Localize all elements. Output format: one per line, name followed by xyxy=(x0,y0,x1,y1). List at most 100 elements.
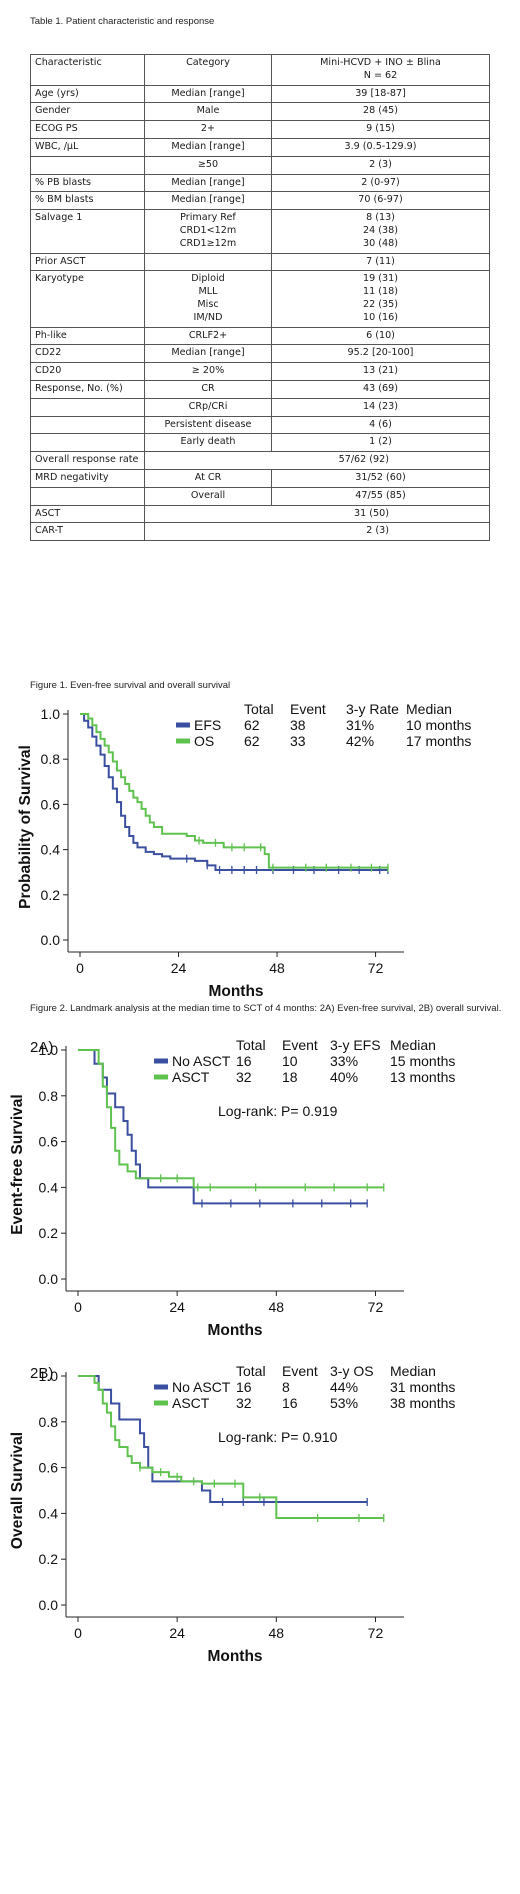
series-line-no-asct xyxy=(78,1049,368,1205)
y-tick-label: 0.2 xyxy=(39,1551,59,1567)
row-characteristic: Overall response rate xyxy=(30,451,145,470)
row-category-line: MLL xyxy=(198,286,218,298)
row-category-line: At CR xyxy=(194,471,222,483)
row-characteristic: WBC, /µL xyxy=(30,137,145,157)
row-category-line: CRp/CRi xyxy=(188,400,228,412)
row-value: 47/55 (85) xyxy=(271,486,490,506)
table-row: % PB blasts Median [range] 2 (0-97) xyxy=(30,173,490,193)
legend-cell: 8 xyxy=(282,1379,290,1395)
row-category: ≥50 xyxy=(144,155,272,175)
legend-cell: EFS xyxy=(194,717,221,733)
series-line-no-asct xyxy=(78,1375,368,1503)
row-value-line: 1 (2) xyxy=(369,436,392,448)
row-value-line: 7 (11) xyxy=(366,255,395,267)
legend-cell: 38 months xyxy=(390,1395,455,1411)
row-category: Male xyxy=(144,102,272,122)
legend-column-header: 3-y Rate xyxy=(346,701,399,717)
panel-label: 2B) xyxy=(30,1365,53,1382)
legend-cell: No ASCT xyxy=(172,1379,231,1395)
row-value-line: 30 (48) xyxy=(363,237,398,249)
legend-column-header: Median xyxy=(406,701,452,717)
x-tick-label: 72 xyxy=(368,1625,384,1641)
row-category: Median [range] xyxy=(144,137,272,157)
row-value: 31 (50) xyxy=(144,504,490,524)
x-tick-label: 72 xyxy=(368,1299,384,1315)
series-line-asct xyxy=(78,1375,384,1519)
table-row: WBC, /µL Median [range] 3.9 (0.5-129.9) xyxy=(30,137,490,157)
figure-2b-overall-survival-chart: 2B) 0.0 0.2 0.4 0.6 0.8 1.0 0 24 48 72 Months Overal… xyxy=(9,1363,455,1665)
row-value-line: 3.9 (0.5-129.9) xyxy=(344,140,417,152)
legend-cell: 42% xyxy=(346,733,374,749)
row-value: 70 (6-97) xyxy=(271,191,490,211)
row-characteristic xyxy=(30,155,145,175)
series-line-asct xyxy=(78,1049,384,1189)
row-characteristic: Prior ASCT xyxy=(30,252,145,272)
legend-cell: 32 xyxy=(236,1069,252,1085)
row-characteristic: % BM blasts xyxy=(30,191,145,211)
row-category: Persistent disease xyxy=(144,415,272,435)
row-category-line: Misc xyxy=(197,298,219,310)
row-characteristic: Karyotype xyxy=(30,270,145,328)
row-value-line: 57/62 (92) xyxy=(338,454,389,466)
x-tick-label: 0 xyxy=(76,960,84,976)
legend-column-header: Event xyxy=(282,1363,318,1379)
row-category: Primary Ref CRD1<12m CRD1≥12m xyxy=(144,209,272,254)
header-treatment: Mini-HCVD + INO ± Blina N = 62 xyxy=(271,54,490,86)
legend: Total Event 3-y Rate Median EFS 62 38 31% 10 mon… xyxy=(176,701,471,749)
row-value-line: 10 (16) xyxy=(363,311,398,323)
x-tick-label: 24 xyxy=(171,960,187,976)
row-value-line: 19 (31) xyxy=(363,273,398,285)
row-characteristic: Response, No. (%) xyxy=(30,379,145,399)
row-category: CR xyxy=(144,379,272,399)
legend-cell: 33 xyxy=(290,733,306,749)
row-characteristic: CD22 xyxy=(30,344,145,364)
table-row: Karyotype Diploid MLL Misc IM/ND 19 (31) 11 (1… xyxy=(30,270,490,328)
legend-column-header: Median xyxy=(390,1037,436,1053)
legend-column-header: Median xyxy=(390,1363,436,1379)
row-category: CRp/CRi xyxy=(144,397,272,417)
legend-column-header: Event xyxy=(290,701,326,717)
row-category: CRLF2+ xyxy=(144,326,272,346)
row-value-line: 4 (6) xyxy=(369,418,392,430)
row-category: Overall xyxy=(144,486,272,506)
row-value: 4 (6) xyxy=(271,415,490,435)
row-category: ≥ 20% xyxy=(144,362,272,381)
legend-cell: 62 xyxy=(244,733,260,749)
row-category-line: Diploid xyxy=(191,273,225,285)
row-category-line: Median [range] xyxy=(171,176,245,188)
legend-cell: 16 xyxy=(282,1395,298,1411)
x-tick-label: 48 xyxy=(269,1625,285,1641)
row-category-line: Male xyxy=(196,105,220,117)
row-category-line: ≥ 20% xyxy=(191,365,225,377)
row-characteristic xyxy=(30,486,145,506)
row-value: 43 (69) xyxy=(271,379,490,399)
row-value-line: 31/52 (60) xyxy=(355,471,406,483)
x-axis-title: Months xyxy=(208,983,263,1000)
table-row: Salvage 1 Primary Ref CRD1<12m CRD1≥12m 8 (1… xyxy=(30,209,490,254)
row-value-line: 47/55 (85) xyxy=(355,489,406,501)
row-value: 28 (45) xyxy=(271,102,490,122)
y-tick-label: 0.4 xyxy=(39,1179,59,1195)
y-tick-label: 0.6 xyxy=(39,1134,59,1150)
table-row: MRD negativity At CR 31/52 (60) xyxy=(30,468,490,488)
table-row: Persistent disease 4 (6) xyxy=(30,415,490,435)
legend-cell: 40% xyxy=(330,1069,358,1085)
row-category: Median [range] xyxy=(144,191,272,211)
table-caption: Table 1. Patient characteristic and resp… xyxy=(30,16,215,27)
figure-1-survival-chart: 0.0 0.2 0.4 0.6 0.8 1.0 0 24 48 72 Months Probabili… xyxy=(17,701,471,1000)
table-row: Age (yrs) Median [range] 39 [18-87] xyxy=(30,84,490,104)
legend-cell: 15 months xyxy=(390,1053,455,1069)
row-characteristic xyxy=(30,433,145,453)
row-characteristic: CAR-T xyxy=(30,522,145,542)
row-value: 2 (3) xyxy=(144,522,490,542)
y-tick-label: 0.0 xyxy=(39,1271,59,1287)
legend-column-header: 3-y EFS xyxy=(330,1037,381,1053)
legend-cell: 10 months xyxy=(406,717,471,733)
x-tick-label: 48 xyxy=(269,960,285,976)
row-characteristic xyxy=(30,415,145,435)
row-characteristic xyxy=(30,397,145,417)
row-value-line: 8 (13) xyxy=(366,212,395,224)
patient-characteristics-table: Characteristic Category Mini-HCVD + INO ± … xyxy=(30,54,490,542)
legend-cell: 13 months xyxy=(390,1069,455,1085)
